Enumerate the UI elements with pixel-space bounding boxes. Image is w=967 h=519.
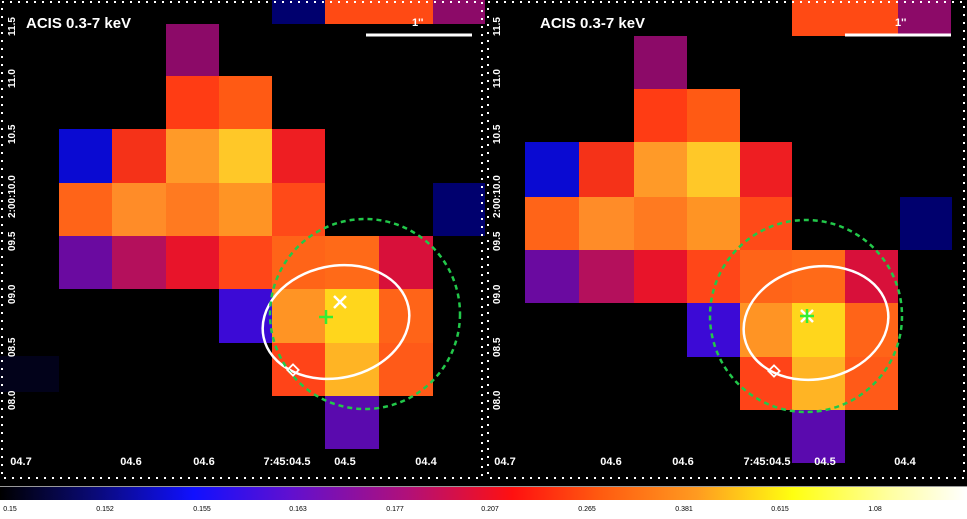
right-y-tick: 10.5 xyxy=(492,124,503,144)
left-image-panel: ACIS 0.3-7 keV 1'' 04.7 04.6 04.6 7:45:0… xyxy=(0,0,485,486)
left-x-tick: 04.6 xyxy=(193,456,215,468)
right-y-tick: 11.0 xyxy=(492,69,503,88)
right-y-tick: 09.0 xyxy=(492,284,503,304)
left-x-marker xyxy=(333,295,347,309)
colorbar xyxy=(0,486,967,500)
colorbar-label: 0.207 xyxy=(481,506,499,513)
colorbar-label: 0.163 xyxy=(289,506,307,513)
left-y-tick: 09.5 xyxy=(7,231,18,251)
right-y-tick: 09.5 xyxy=(492,231,503,251)
left-x-tick: 7:45:04.5 xyxy=(263,456,311,468)
left-image-svg xyxy=(0,0,485,479)
right-pixel-grid xyxy=(525,0,952,463)
colorbar-label: 0.15 xyxy=(3,506,17,513)
right-aperture-circle xyxy=(708,218,904,414)
right-x-tick: 04.5 xyxy=(814,456,836,468)
right-x-tick: 04.4 xyxy=(894,456,916,468)
colorbar-label: 1.08 xyxy=(868,506,882,513)
right-x-tick: 04.6 xyxy=(600,456,622,468)
right-image-svg xyxy=(487,0,965,479)
right-y-tick: 2:00:10.0 xyxy=(492,175,503,218)
right-panel-title: ACIS 0.3-7 keV xyxy=(540,15,646,32)
colorbar-label: 0.152 xyxy=(96,506,114,513)
left-diamond-marker xyxy=(286,363,300,377)
colorbar-label: 0.177 xyxy=(386,506,404,513)
left-x-tick: 04.5 xyxy=(334,456,356,468)
right-y-tick: 08.0 xyxy=(492,390,503,410)
left-x-tick: 04.7 xyxy=(10,456,32,468)
left-pixel-grid xyxy=(0,0,485,449)
right-x-tick: 04.6 xyxy=(672,456,694,468)
left-y-tick: 08.5 xyxy=(7,337,18,357)
colorbar-label: 0.155 xyxy=(193,506,211,513)
left-y-tick: 10.5 xyxy=(7,124,18,144)
right-x-tick: 04.7 xyxy=(494,456,516,468)
right-source-contour xyxy=(742,264,890,382)
right-y-tick: 11.5 xyxy=(492,17,503,36)
right-x-tick: 7:45:04.5 xyxy=(743,456,791,468)
colorbar-label: 0.265 xyxy=(578,506,596,513)
left-y-tick: 08.0 xyxy=(7,390,18,410)
left-source-contour xyxy=(261,263,411,381)
right-image-panel: ACIS 0.3-7 keV 1'' 04.7 04.6 04.6 7:45:0… xyxy=(485,0,967,486)
right-plus-marker xyxy=(800,309,814,323)
left-plus-marker xyxy=(319,310,333,324)
colorbar-label: 0.381 xyxy=(675,506,693,513)
right-scale-label: 1'' xyxy=(895,17,907,29)
left-y-tick: 11.0 xyxy=(7,69,18,88)
left-panel-title: ACIS 0.3-7 keV xyxy=(26,15,132,32)
left-x-tick: 04.4 xyxy=(415,456,437,468)
left-y-tick: 2:00:10.0 xyxy=(7,175,18,218)
left-x-tick: 04.6 xyxy=(120,456,142,468)
left-y-tick: 11.5 xyxy=(7,17,18,36)
colorbar-label: 0.615 xyxy=(771,506,789,513)
right-diamond-marker xyxy=(767,364,781,378)
left-y-tick: 09.0 xyxy=(7,284,18,304)
right-y-tick: 08.5 xyxy=(492,337,503,357)
left-scale-label: 1'' xyxy=(412,17,424,29)
left-aperture-circle xyxy=(268,217,462,411)
